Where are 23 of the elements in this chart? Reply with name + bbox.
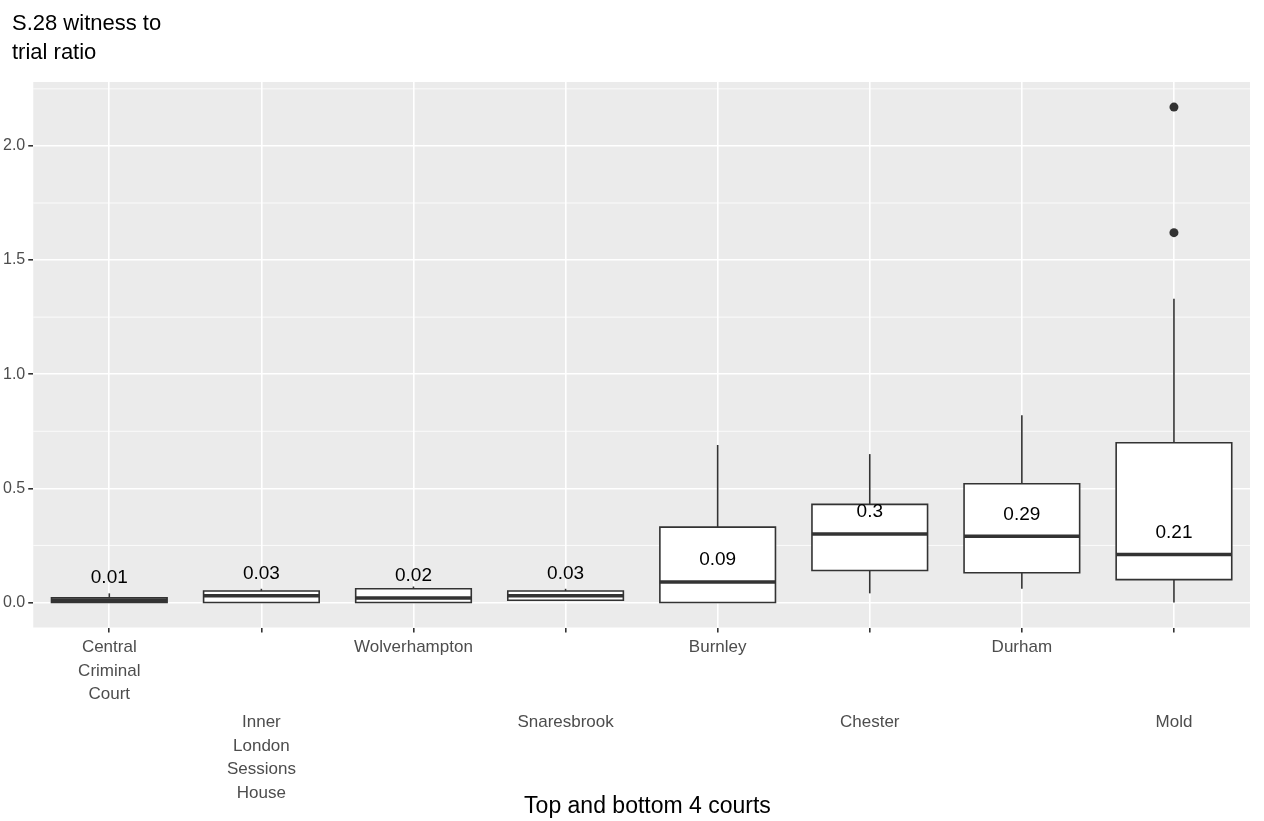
x-tick-label: Durham (991, 637, 1053, 657)
annotation: 0.29 (1003, 502, 1041, 524)
x-axis-title: Top and bottom 4 courts (524, 792, 771, 818)
annotation: 0.03 (242, 561, 280, 583)
annotation: 0.01 (90, 566, 128, 588)
x-tick-label: Mold (1155, 712, 1193, 732)
x-tick-label: Central Criminal Court (78, 637, 141, 704)
annotation: 0.02 (394, 564, 432, 586)
annotation: 0.21 (1155, 520, 1193, 542)
x-tick-label: Wolverhampton (354, 637, 473, 657)
x-tick-label: Inner London Sessions House (226, 712, 296, 802)
y-axis-title: S.28 witness to trial ratio (12, 9, 162, 66)
y-tick-label: 2.0 (2, 136, 26, 154)
x-tick-label: Snaresbrook (517, 712, 615, 732)
y-tick-label: 1.0 (2, 364, 26, 382)
annotation: 0.03 (547, 561, 585, 583)
x-tick-label: Chester (840, 712, 900, 732)
annotation: 0.09 (699, 548, 737, 570)
annotation: 0.3 (856, 500, 883, 522)
y-tick-label: 0.0 (2, 592, 26, 610)
y-tick-label: 1.5 (2, 250, 26, 268)
x-tick-label: Burnley (688, 637, 747, 657)
y-tick-label: 0.5 (2, 478, 26, 496)
